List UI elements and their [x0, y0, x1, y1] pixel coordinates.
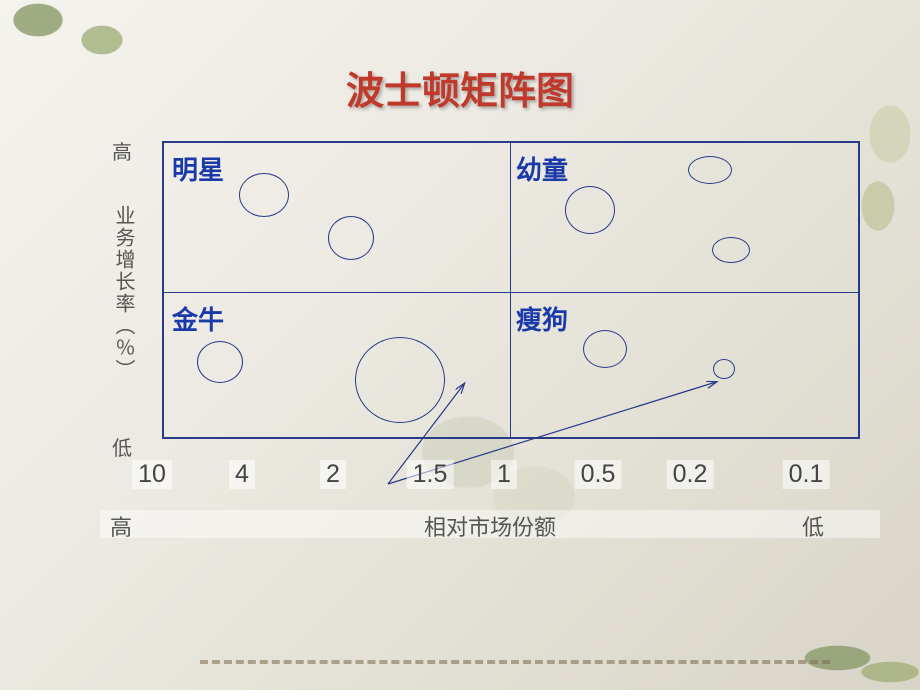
quadrant-question-label: 幼童 [516, 150, 568, 187]
x-axis-low-label: 低 [802, 510, 824, 542]
bubble [712, 237, 750, 263]
x-tick: 0.1 [783, 460, 830, 489]
x-axis-ticks: 10 4 2 1.5 1 0.5 0.2 0.1 [0, 460, 920, 492]
quadrant-dog-label: 瘦狗 [516, 300, 568, 337]
x-axis-high-label: 高 [110, 510, 132, 542]
bubble [565, 186, 615, 234]
bubble [197, 341, 243, 383]
x-axis-row: 高 相对市场份额 低 [100, 510, 880, 538]
y-axis-label: 业务增长率（％） [112, 205, 133, 381]
x-tick: 4 [229, 460, 255, 489]
bubble [688, 156, 732, 184]
x-tick: 1.5 [407, 460, 454, 489]
matrix-horizontal-divider [164, 292, 858, 293]
x-tick: 10 [132, 460, 172, 489]
bubble [239, 173, 289, 217]
matrix-vertical-divider [510, 143, 511, 437]
bubble [713, 359, 735, 379]
x-tick: 1 [491, 460, 517, 489]
bubble [583, 330, 627, 368]
quadrant-cashcow-label: 金牛 [172, 300, 224, 337]
bubble [328, 216, 374, 260]
y-axis-high-label: 高 [112, 136, 132, 165]
x-tick: 0.5 [575, 460, 622, 489]
x-tick: 0.2 [667, 460, 714, 489]
x-tick: 2 [320, 460, 346, 489]
chart-title: 波士顿矩阵图 [0, 60, 920, 115]
quadrant-star-label: 明星 [172, 150, 224, 187]
y-axis-low-label: 低 [112, 432, 132, 461]
x-axis-label: 相对市场份额 [424, 510, 556, 542]
bubble [355, 337, 445, 423]
